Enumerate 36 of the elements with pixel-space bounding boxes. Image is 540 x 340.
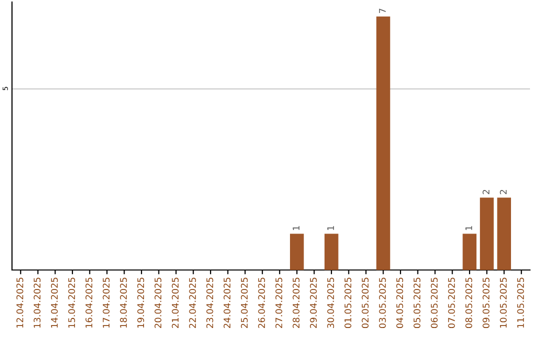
x-tick-label: 25.04.2025: [240, 278, 248, 328]
x-tick-label: 04.05.2025: [396, 278, 404, 328]
x-tick-label: 28.04.2025: [292, 278, 300, 328]
x-tick-label: 17.04.2025: [102, 278, 110, 328]
data-label: 2: [482, 190, 490, 194]
x-tick-label: 19.04.2025: [137, 278, 144, 328]
x-tick-label: 03.05.2025: [379, 278, 386, 328]
x-tick-label: 14.04.2025: [50, 278, 58, 328]
data-label: 2: [500, 190, 507, 194]
x-tick-label: 23.04.2025: [206, 278, 214, 328]
x-tick-label: 24.04.2025: [224, 278, 230, 328]
x-tick-label: 12.04.2025: [16, 278, 24, 328]
x-tick-label: 26.04.2025: [258, 278, 265, 328]
x-tick-label: 09.05.2025: [482, 278, 490, 328]
x-tick-label: 18.04.2025: [120, 278, 127, 328]
data-label: 1: [465, 226, 472, 230]
x-tick-label: 07.05.2025: [448, 278, 455, 328]
x-tick-label: 10.05.2025: [500, 278, 507, 328]
data-label: 1: [327, 226, 334, 230]
x-tick-label: 15.04.2025: [68, 278, 76, 328]
x-tick-label: 13.04.2025: [34, 278, 41, 328]
x-tick-label: 11.05.2025: [517, 278, 524, 328]
x-tick-label: 01.05.2025: [344, 278, 352, 328]
data-label: 1: [292, 226, 300, 230]
x-tick-label: 21.04.2025: [172, 278, 179, 328]
x-tick-label: 05.05.2025: [414, 278, 420, 328]
data-label: 7: [379, 8, 386, 13]
x-tick-label: 22.04.2025: [189, 278, 196, 328]
x-tick-label: 06.05.2025: [430, 278, 438, 328]
x-tick-label: 20.04.2025: [154, 278, 162, 328]
x-tick-label: 29.04.2025: [310, 278, 317, 328]
x-tick-label: 08.05.2025: [465, 278, 472, 328]
x-tick-label: 02.05.2025: [362, 278, 369, 328]
x-tick-label: 16.04.2025: [85, 278, 92, 328]
x-tick-label: 27.04.2025: [275, 278, 282, 328]
x-tick-label: 30.04.2025: [327, 278, 334, 328]
